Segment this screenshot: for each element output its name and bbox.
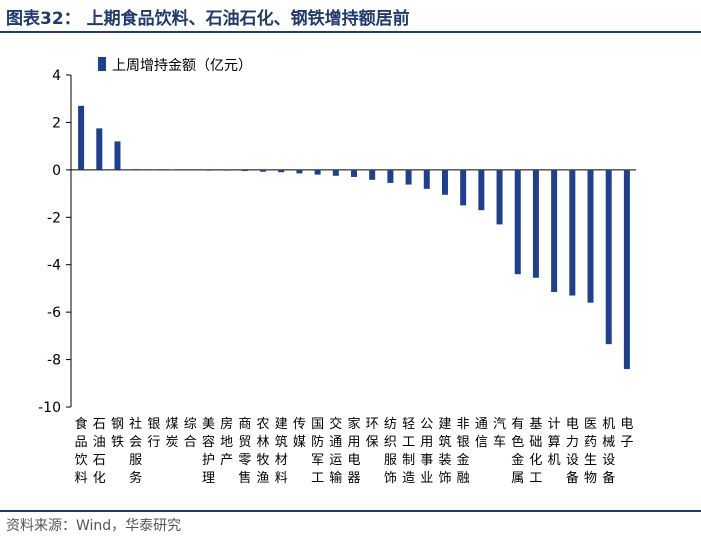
bar xyxy=(478,169,485,211)
category-label: 环保 xyxy=(366,417,379,450)
bar xyxy=(441,169,448,195)
category-label: 国防军工 xyxy=(311,417,324,486)
category-label: 有色金属 xyxy=(511,417,524,486)
category-label: 医药生物 xyxy=(584,417,597,486)
y-tick-label: -6 xyxy=(47,305,61,321)
bar xyxy=(332,169,339,176)
bar xyxy=(114,141,121,170)
y-tick-label: -4 xyxy=(47,258,61,274)
legend-swatch xyxy=(98,57,106,71)
category-label: 传媒 xyxy=(293,417,306,450)
category-label: 机械设备 xyxy=(602,417,615,486)
bar xyxy=(551,169,558,292)
bar xyxy=(623,169,630,370)
category-label: 食品饮料 xyxy=(75,416,88,486)
category-label: 轻工制造 xyxy=(402,417,415,486)
bar xyxy=(369,169,376,180)
bar xyxy=(205,169,212,171)
category-label: 银行 xyxy=(147,417,160,450)
category-label: 电力设备 xyxy=(566,417,579,486)
bar xyxy=(532,169,539,278)
bar xyxy=(260,169,267,172)
bars xyxy=(78,105,630,370)
category-label: 基础化工 xyxy=(529,417,542,486)
category-label: 计算机 xyxy=(548,417,561,468)
category-label: 商贸零售 xyxy=(238,417,251,486)
bar xyxy=(150,169,157,171)
category-label: 建筑材料 xyxy=(275,417,288,486)
category-label: 美容护理 xyxy=(202,417,215,486)
category-label: 交通运输 xyxy=(329,416,342,486)
y-tick-label: 4 xyxy=(52,68,61,84)
bar xyxy=(278,169,285,173)
category-label: 农林牧渔 xyxy=(257,417,270,486)
y-tick-label: 2 xyxy=(52,115,61,131)
y-tick-label: -10 xyxy=(38,400,61,416)
bar xyxy=(132,169,139,170)
bar xyxy=(351,169,357,177)
bar xyxy=(387,169,394,183)
y-axis: 4 2 0 -2 -4 -6 -8 -10 xyxy=(38,68,636,416)
bar xyxy=(223,169,230,171)
category-label: 家用电器 xyxy=(347,416,360,486)
category-label: 建筑装饰 xyxy=(438,417,451,486)
chart-title: 图表32： 上期食品饮料、石油石化、钢铁增持额居前 xyxy=(6,9,410,29)
bar xyxy=(78,105,85,170)
bar xyxy=(405,169,412,185)
bar xyxy=(460,169,467,206)
category-label: 综合 xyxy=(184,417,197,450)
category-label: 纺织服饰 xyxy=(384,417,397,486)
bar xyxy=(296,169,303,174)
category-label: 公用事业 xyxy=(420,417,433,486)
category-label: 煤炭 xyxy=(166,417,179,450)
legend: 上周增持金额（亿元） xyxy=(98,57,252,74)
y-tick-label: -8 xyxy=(47,353,61,369)
title-divider xyxy=(0,31,701,33)
category-label: 石油石化 xyxy=(93,417,106,486)
bar xyxy=(314,169,321,175)
source-note: 资料来源：Wind，华泰研究 xyxy=(6,518,182,534)
bar xyxy=(569,169,576,296)
category-label: 社会服务 xyxy=(129,416,142,486)
legend-label: 上周增持金额（亿元） xyxy=(112,58,252,74)
category-label: 非银金融 xyxy=(457,417,470,486)
y-tick-label: 0 xyxy=(52,163,61,179)
bar xyxy=(496,169,503,225)
bar xyxy=(241,169,248,172)
category-label: 通信 xyxy=(475,417,488,450)
category-labels: 食品饮料石油石化钢铁社会服务银行煤炭综合美容护理房地产商贸零售农林牧渔建筑材料传… xyxy=(75,416,634,486)
category-label: 房地产 xyxy=(220,416,233,468)
bar xyxy=(587,169,594,303)
category-label: 钢铁 xyxy=(111,417,124,450)
bar xyxy=(96,128,103,170)
category-label: 汽车 xyxy=(493,417,506,450)
footer-divider xyxy=(0,510,701,512)
bar xyxy=(423,169,430,189)
bar xyxy=(605,169,612,345)
bar xyxy=(169,169,176,171)
category-label: 电子 xyxy=(620,417,633,450)
bar xyxy=(514,169,521,275)
y-tick-label: -2 xyxy=(47,210,61,226)
